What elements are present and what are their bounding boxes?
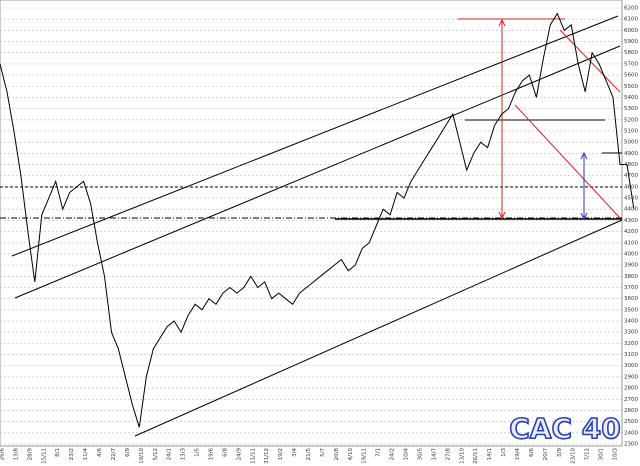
x-tick-label: 11/4 [83,448,89,461]
y-tick-label: 4000 [624,251,638,257]
x-tick-label: 14/7 [431,448,437,461]
red-line [514,104,621,219]
x-tick-label: 24/2 [390,448,396,460]
y-tick-label: 5400 [624,95,638,101]
x-tick-label: 4/10 [348,448,354,461]
x-tick-label: 26/6 [0,448,6,461]
x-tick-label: 1/5 [195,448,201,457]
y-tick-label: 2400 [624,430,638,436]
y-tick-label: 4600 [624,184,638,190]
chart-title: CAC 40 [509,412,620,445]
x-tick-label: 7/1 [376,448,382,457]
y-tick-label: 2300 [624,442,638,448]
x-tick-label: 20/7 [543,448,549,461]
price-line [0,12,635,428]
annotations [0,15,623,437]
y-tick-label: 4900 [624,151,638,157]
x-tick-label: 19/2 [278,448,284,460]
y-tick-label: 5300 [624,106,638,112]
y-tick-label: 6000 [624,28,638,34]
x-tick-label: 23/10 [571,448,577,464]
x-tick-label: 5/7 [320,448,326,457]
y-tick-label: 4400 [624,207,638,213]
x-tick-label: 30/1 [599,448,605,460]
x-tick-label: 13/3 [181,448,187,461]
x-tick-label: 3/4 [292,448,298,457]
x-tick-label: 10/3 [613,448,619,461]
channel-line [11,15,619,257]
x-tick-label: 6/8 [222,448,228,457]
y-tick-label: 4200 [624,229,638,235]
y-tick-label: 6100 [624,17,638,23]
x-tick-label: 15/11 [41,448,47,464]
x-tick-label: 5/9 [557,448,563,457]
y-tick-label: 5700 [624,61,638,67]
marks [0,12,635,428]
y-tick-label: 2900 [624,374,638,380]
x-tick-label: 5/12 [153,448,159,460]
y-tick-label: 2800 [624,386,638,392]
y-tick-label: 3800 [624,274,638,280]
y-tick-label: 5800 [624,50,638,56]
x-tick-label: 6/6 [529,448,535,457]
red-line [559,29,621,93]
channel-line [14,45,621,299]
x-tick-label: 26/11 [473,448,479,464]
x-tick-label: 21/5 [306,448,312,461]
y-tick-label: 4300 [624,218,638,224]
y-tick-label: 3500 [624,307,638,313]
y-tick-label: 3400 [624,319,638,325]
y-tick-label: 3600 [624,296,638,302]
x-tick-label: 23/2 [69,448,75,460]
x-tick-label: 10/4 [404,448,410,461]
y-tick-label: 2500 [624,419,638,425]
plot-area [0,0,623,447]
x-tick-label: 14/1 [487,448,493,460]
y-tick-label: 5000 [624,140,638,146]
x-tick-label: 30/5 [417,448,423,461]
y-tick-label: 4700 [624,173,638,179]
x-tick-label: 8/1 [55,448,61,457]
x-tick-label: 27/8 [445,448,451,461]
y-tick-label: 3200 [624,341,638,347]
y-tick-label: 4100 [624,240,638,246]
y-tick-label: 2600 [624,408,638,414]
y-tick-label: 5500 [624,84,638,90]
x-tick-label: 31/12 [264,448,270,464]
x-tick-label: 24/9 [236,448,242,461]
arrow-head [498,18,506,220]
x-tick-label: 24/1 [167,448,173,460]
x-tick-label: 19/6 [208,448,214,461]
x-tick-label: 19/4 [515,448,521,461]
y-tick-label: 5200 [624,117,638,123]
x-tick-label: 6/9 [125,448,131,457]
x-tick-label: 11/11 [250,448,256,464]
y-tick-label: 6200 [624,6,638,12]
y-tick-label: 3700 [624,285,638,291]
y-tick-label: 3000 [624,363,638,369]
x-tick-label: 7/12 [585,448,591,460]
x-tick-label: 19/11 [362,448,368,464]
arrow-head [580,151,588,221]
y-tick-label: 5600 [624,73,638,79]
x-tick-label: 13/10 [459,448,465,464]
y-tick-label: 5900 [624,39,638,45]
y-tick-label: 3100 [624,352,638,358]
y-tick-label: 3900 [624,263,638,269]
x-tick-label: 19/10 [139,448,145,464]
y-tick-label: 3300 [624,330,638,336]
x-tick-label: 1/3 [501,448,507,457]
y-tick-label: 2700 [624,397,638,403]
channel-line [134,219,623,437]
y-tick-label: 5100 [624,128,638,134]
x-tick-label: 22/7 [111,448,117,461]
x-tick-label: 13/8 [13,448,19,461]
x-tick-label: 28/9 [27,448,33,461]
x-tick-label: 20/8 [334,448,340,461]
x-tick-label: 4/6 [97,448,103,457]
y-tick-label: 4800 [624,162,638,168]
y-tick-label: 4500 [624,196,638,202]
